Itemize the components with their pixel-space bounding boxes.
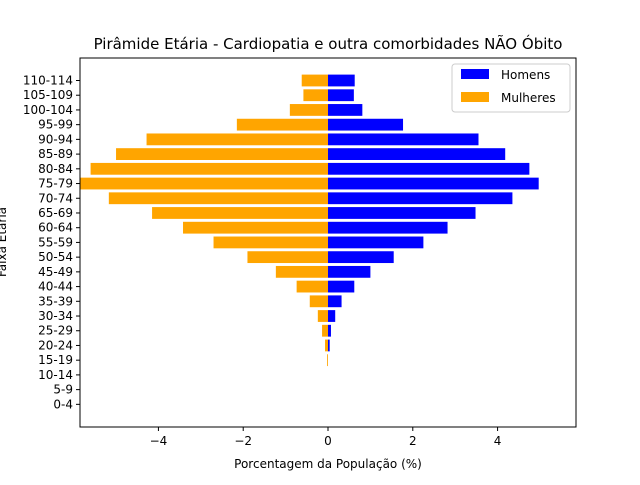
y-tick-label: 20-24 bbox=[38, 338, 73, 352]
bar-homens-25-29 bbox=[328, 324, 331, 337]
y-tick-label: 5-9 bbox=[53, 383, 73, 397]
legend-label-homens: Homens bbox=[501, 68, 550, 82]
bar-homens-90-94 bbox=[328, 133, 479, 146]
bar-homens-50-54 bbox=[328, 251, 394, 264]
y-ticks-group: 0-45-910-1415-1920-2425-2930-3435-3940-4… bbox=[23, 74, 80, 411]
bar-homens-35-39 bbox=[328, 295, 342, 308]
y-tick-label: 60-64 bbox=[38, 221, 73, 235]
bar-mulheres-20-24 bbox=[325, 339, 328, 352]
y-tick-label: 75-79 bbox=[38, 177, 73, 191]
bar-homens-65-69 bbox=[328, 207, 476, 219]
bar-mulheres-15-19 bbox=[327, 354, 328, 367]
legend-swatch-mulheres bbox=[461, 92, 489, 102]
bar-homens-110-114 bbox=[328, 74, 355, 87]
bar-mulheres-100-104 bbox=[289, 104, 328, 116]
x-tick-label: 4 bbox=[494, 434, 502, 448]
y-tick-label: 55-59 bbox=[38, 235, 73, 249]
bar-mulheres-65-69 bbox=[152, 207, 328, 219]
y-tick-label: 90-94 bbox=[38, 132, 73, 146]
bar-homens-80-84 bbox=[328, 162, 530, 175]
y-tick-label: 10-14 bbox=[38, 368, 73, 382]
y-tick-label: 110-114 bbox=[23, 74, 73, 88]
y-tick-label: 25-29 bbox=[38, 324, 73, 338]
bar-mulheres-35-39 bbox=[309, 295, 328, 308]
bar-mulheres-70-74 bbox=[108, 192, 328, 205]
bar-mulheres-75-79 bbox=[80, 177, 328, 190]
x-ticks-group: −4 −2 0 2 4 bbox=[150, 427, 502, 448]
x-tick-label: −4 bbox=[150, 434, 168, 448]
y-tick-label: 95-99 bbox=[38, 118, 73, 132]
y-tick-label: 50-54 bbox=[38, 250, 73, 264]
bar-homens-75-79 bbox=[328, 177, 539, 190]
y-tick-label: 80-84 bbox=[38, 162, 73, 176]
x-axis-label: Porcentagem da População (%) bbox=[234, 457, 422, 471]
y-tick-label: 65-69 bbox=[38, 206, 73, 220]
bar-homens-85-89 bbox=[328, 148, 506, 160]
bar-mulheres-45-49 bbox=[275, 265, 328, 278]
bars-group bbox=[80, 74, 539, 367]
bar-mulheres-105-109 bbox=[303, 89, 328, 102]
y-tick-label: 35-39 bbox=[38, 294, 73, 308]
bar-mulheres-40-44 bbox=[296, 280, 328, 293]
bar-homens-60-64 bbox=[328, 221, 448, 234]
y-tick-label: 0-4 bbox=[53, 397, 73, 411]
bar-homens-45-49 bbox=[328, 265, 371, 278]
bar-mulheres-95-99 bbox=[236, 118, 328, 131]
y-tick-label: 40-44 bbox=[38, 280, 73, 294]
y-tick-label: 70-74 bbox=[38, 191, 73, 205]
y-tick-label: 100-104 bbox=[23, 103, 73, 117]
bar-mulheres-110-114 bbox=[301, 74, 328, 87]
bar-homens-95-99 bbox=[328, 118, 404, 131]
chart-title: Pirâmide Etária - Cardiopatia e outra co… bbox=[94, 34, 563, 53]
bar-mulheres-30-34 bbox=[317, 310, 328, 322]
bar-homens-105-109 bbox=[328, 89, 354, 102]
bar-homens-55-59 bbox=[328, 236, 424, 249]
y-tick-label: 30-34 bbox=[38, 309, 73, 323]
y-tick-label: 85-89 bbox=[38, 147, 73, 161]
bar-mulheres-80-84 bbox=[90, 162, 328, 175]
y-axis-label: Faixa Etária bbox=[0, 207, 9, 277]
bar-homens-20-24 bbox=[328, 339, 330, 352]
bar-mulheres-25-29 bbox=[322, 324, 328, 337]
bar-homens-30-34 bbox=[328, 310, 336, 322]
x-tick-label: 2 bbox=[409, 434, 417, 448]
bar-mulheres-60-64 bbox=[183, 221, 328, 234]
bar-mulheres-50-54 bbox=[247, 251, 328, 264]
bar-homens-100-104 bbox=[328, 104, 363, 116]
bar-mulheres-85-89 bbox=[116, 148, 329, 160]
legend-swatch-homens bbox=[461, 69, 489, 79]
legend-label-mulheres: Mulheres bbox=[501, 91, 556, 105]
bar-homens-40-44 bbox=[328, 280, 355, 293]
y-tick-label: 105-109 bbox=[23, 88, 73, 102]
axes-frame bbox=[79, 57, 577, 428]
bar-mulheres-55-59 bbox=[213, 236, 328, 249]
x-tick-label: 0 bbox=[324, 434, 332, 448]
bar-mulheres-90-94 bbox=[146, 133, 328, 146]
bar-homens-70-74 bbox=[328, 192, 513, 205]
y-tick-label: 15-19 bbox=[38, 353, 73, 367]
y-tick-label: 45-49 bbox=[38, 265, 73, 279]
x-tick-label: −2 bbox=[234, 434, 252, 448]
legend: Homens Mulheres bbox=[451, 63, 571, 113]
